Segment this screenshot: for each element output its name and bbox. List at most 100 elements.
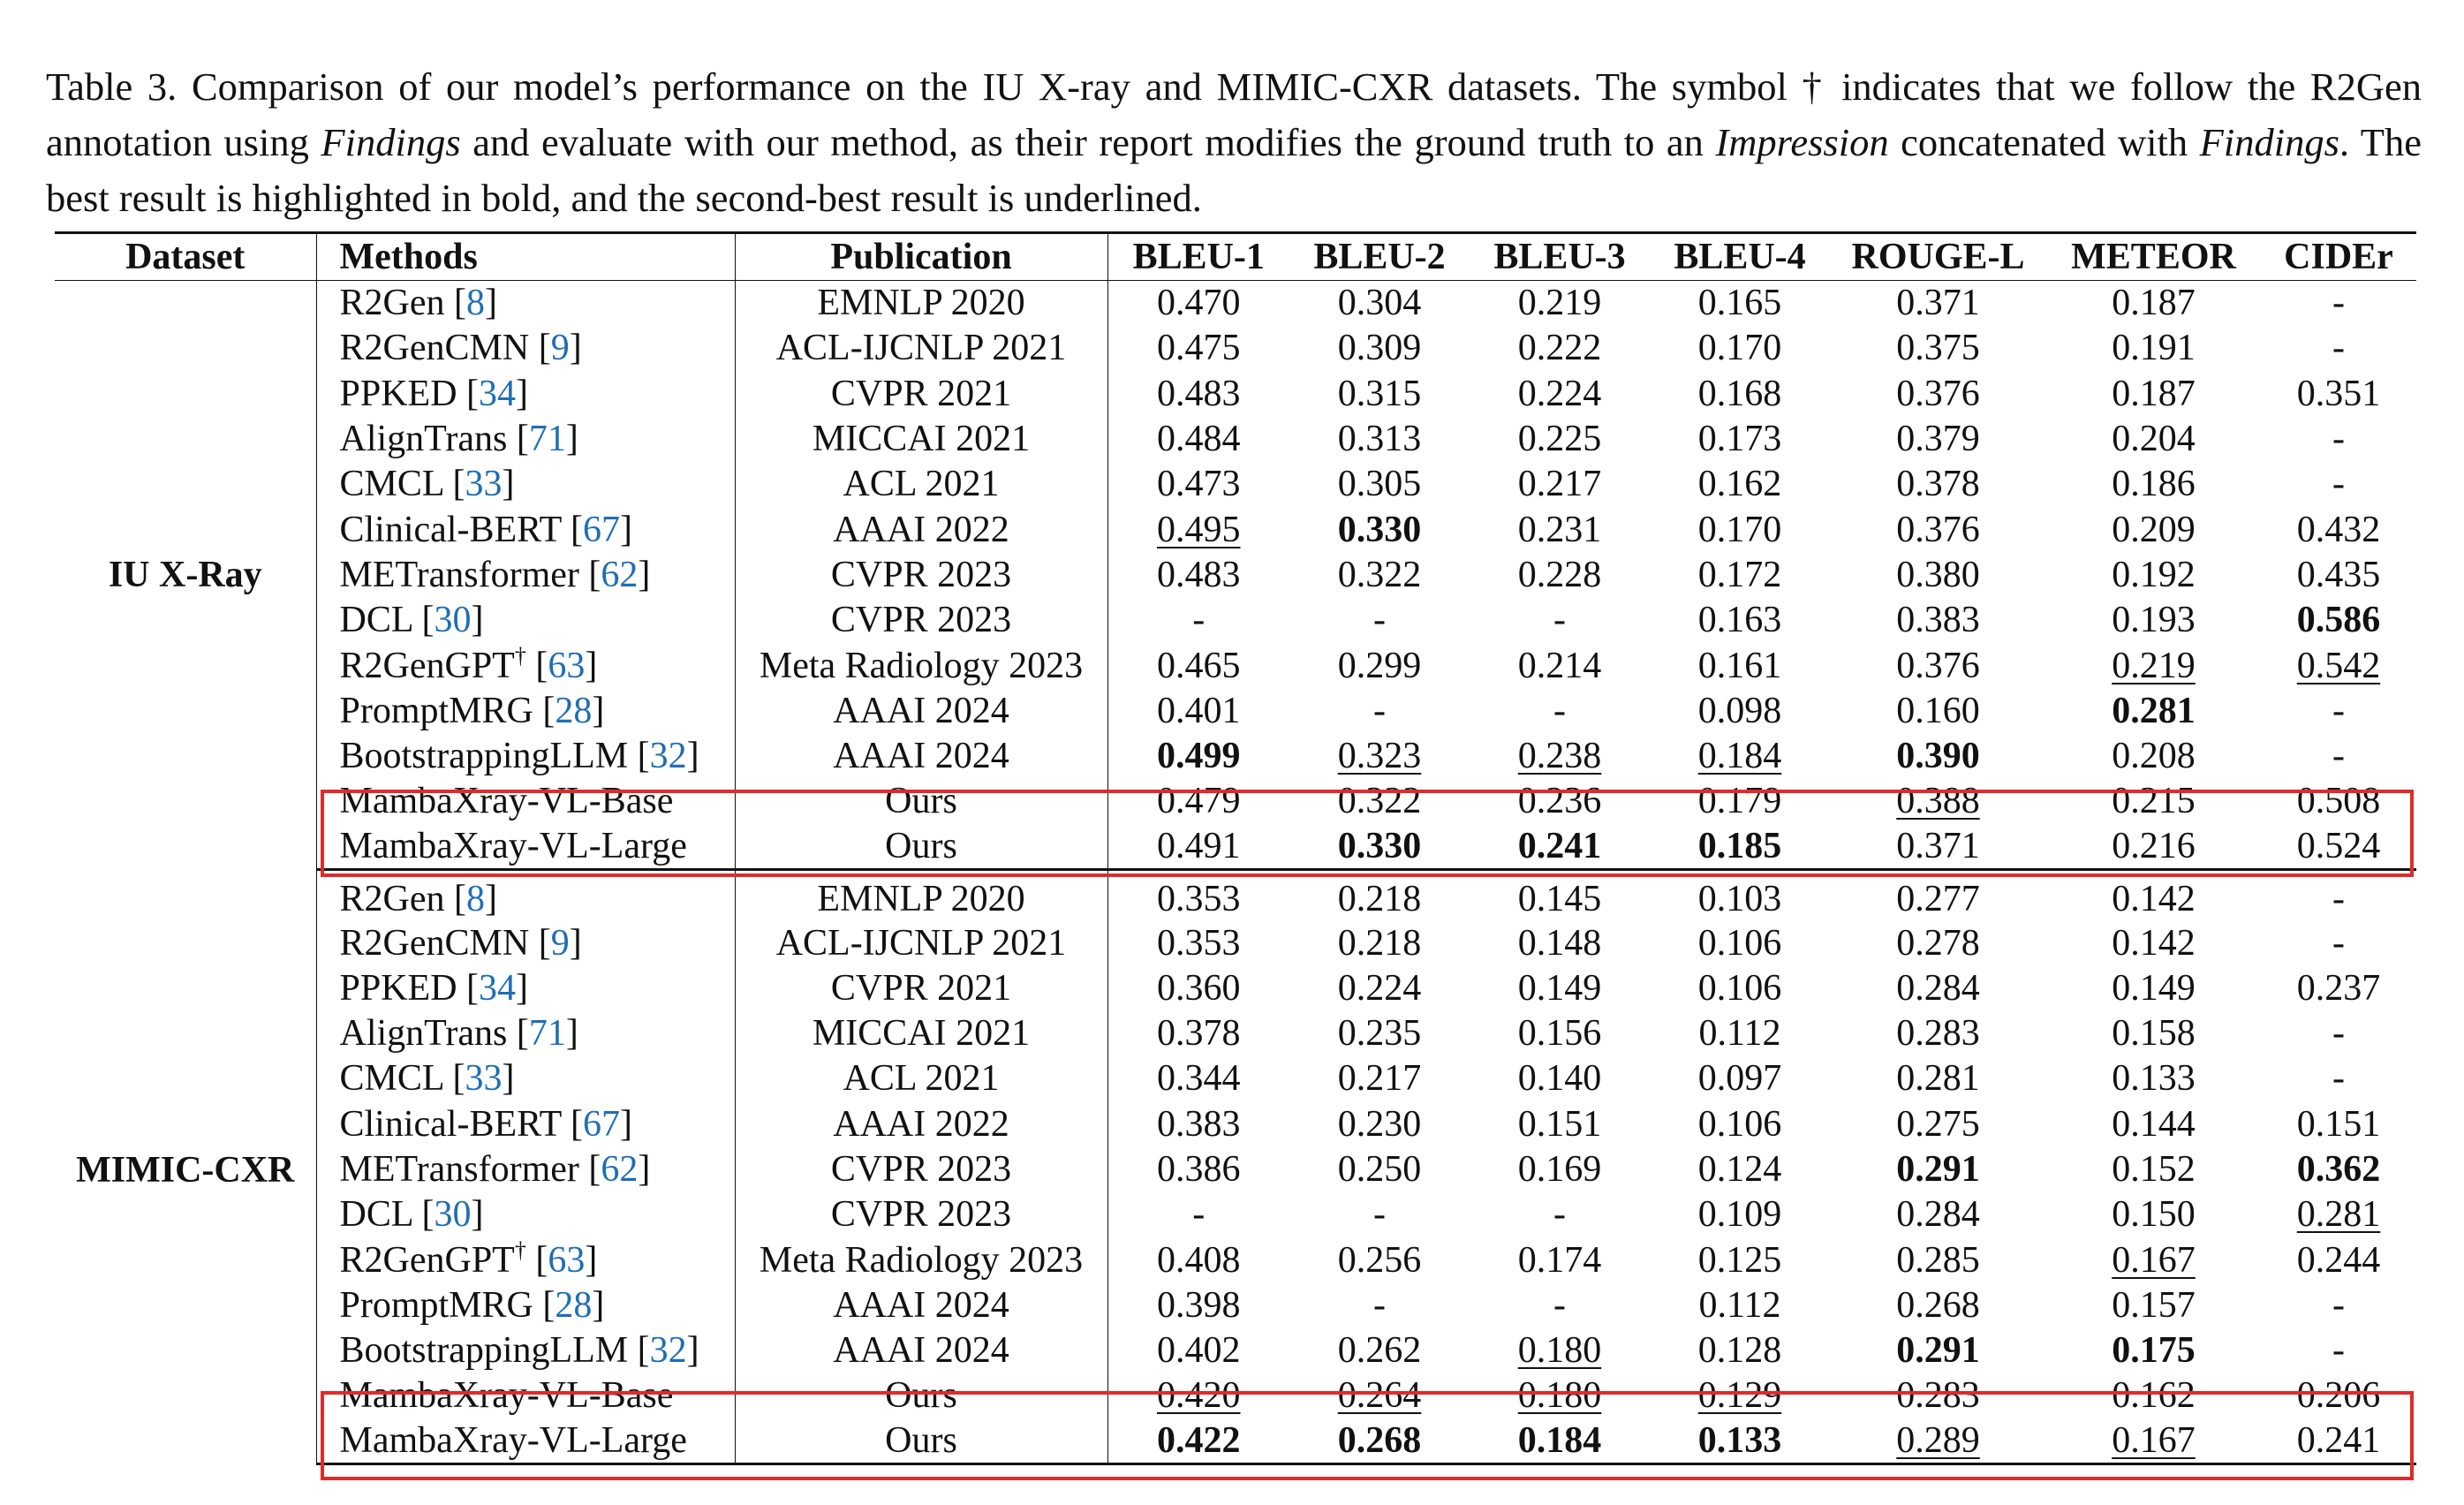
- publication-cell: CVPR 2023: [735, 1191, 1108, 1237]
- meteor-value: 0.187: [2112, 373, 2196, 414]
- caption-emphasis-impression: Impression: [1715, 119, 1889, 164]
- bleu-2-value: 0.309: [1337, 328, 1422, 369]
- method-cell: BootstrappingLLM [32]: [316, 1327, 736, 1373]
- bleu-1-cell: 0.422: [1107, 1418, 1289, 1465]
- meteor-cell: 0.215: [2046, 779, 2261, 824]
- caption-text-2: and evaluate with our method, as their r…: [460, 119, 1716, 164]
- publication-cell: ACL-IJCNLP 2021: [735, 919, 1108, 966]
- rouge-l-value: 0.388: [1896, 781, 1980, 822]
- method-cell: METransformer [62]: [316, 552, 736, 598]
- bleu-2-cell: 0.330: [1289, 824, 1470, 871]
- bleu-4-value: 0.170: [1697, 328, 1782, 369]
- iu-xray-section: IU X-Ray R2Gen [8] EMNLP 2020 0.470 0.304 0.2…: [55, 280, 2416, 871]
- method-name: BootstrappingLLM: [339, 1330, 629, 1372]
- bleu-4-cell: 0.170: [1650, 507, 1830, 552]
- bleu-4-cell: 0.133: [1650, 1418, 1830, 1465]
- rouge-l-cell: 0.275: [1830, 1101, 2046, 1146]
- bleu-1-value: 0.465: [1157, 645, 1241, 686]
- meteor-cell: 0.191: [2046, 326, 2261, 371]
- table-row: PromptMRG [28] AAAI 2024 0.401 - - 0.098 0.160…: [55, 688, 2416, 734]
- rouge-l-value: 0.275: [1896, 1103, 1980, 1145]
- cider-cell: 0.586: [2261, 598, 2416, 643]
- method-cell: PromptMRG [28]: [316, 688, 736, 734]
- publication-cell: Meta Radiology 2023: [735, 1237, 1108, 1283]
- cider-cell: 0.432: [2261, 507, 2416, 552]
- bleu-1-cell: 0.353: [1107, 869, 1289, 920]
- citation-link: 8: [466, 283, 485, 324]
- bleu-3-value: 0.228: [1517, 554, 1602, 595]
- bleu-3-value: -: [1553, 1194, 1566, 1236]
- bleu-2-value: 0.256: [1337, 1239, 1422, 1281]
- bleu-4-cell: 0.109: [1650, 1192, 1830, 1237]
- bleu-3-value: 0.225: [1517, 419, 1602, 460]
- meteor-cell: 0.167: [2046, 1237, 2261, 1282]
- publication-cell: Ours: [735, 1418, 1108, 1465]
- bleu-2-cell: 0.322: [1289, 779, 1470, 824]
- bleu-2-value: -: [1373, 600, 1386, 641]
- publication-cell: AAAI 2024: [735, 688, 1108, 734]
- table-row: PPKED [34] CVPR 2021 0.483 0.315 0.224 0.168 0…: [55, 371, 2416, 417]
- cider-cell: -: [2261, 462, 2416, 507]
- cider-cell: -: [2261, 416, 2416, 461]
- bleu-4-cell: 0.173: [1650, 416, 1830, 461]
- bleu-4-cell: 0.128: [1650, 1328, 1830, 1373]
- method-name: PPKED: [339, 967, 457, 1009]
- rouge-l-cell: 0.284: [1830, 965, 2046, 1010]
- method-name: R2Gen: [339, 878, 445, 919]
- bleu-1-value: 0.483: [1157, 554, 1241, 595]
- rouge-l-cell: 0.284: [1830, 1192, 2046, 1237]
- bleu-4-cell: 0.170: [1650, 326, 1830, 371]
- bleu-1-cell: -: [1107, 1192, 1289, 1237]
- rouge-l-value: 0.376: [1896, 645, 1980, 686]
- citation-link: 28: [555, 690, 593, 731]
- bleu-2-value: 0.230: [1337, 1103, 1422, 1145]
- publication-cell: Meta Radiology 2023: [735, 642, 1108, 689]
- bleu-2-cell: -: [1289, 1192, 1470, 1237]
- rouge-l-value: 0.375: [1896, 328, 1980, 369]
- bleu-1-value: 0.491: [1157, 825, 1241, 866]
- bleu-4-value: 0.106: [1697, 922, 1782, 964]
- rouge-l-value: 0.376: [1896, 373, 1980, 414]
- bleu-4-value: 0.125: [1697, 1239, 1782, 1281]
- bleu-2-value: 0.299: [1337, 645, 1422, 686]
- meteor-cell: 0.219: [2046, 643, 2261, 688]
- meteor-cell: 0.186: [2046, 462, 2261, 507]
- bleu-4-value: 0.106: [1697, 967, 1782, 1009]
- citation-link: 32: [649, 736, 687, 777]
- meteor-cell: 0.144: [2046, 1101, 2261, 1146]
- table-row: CMCL [33] ACL 2021 0.473 0.305 0.217 0.162 0.3…: [55, 461, 2416, 507]
- meteor-value: 0.216: [2112, 825, 2196, 866]
- method-cell: METransformer [62]: [316, 1146, 736, 1192]
- cider-cell: 0.206: [2261, 1373, 2416, 1418]
- rouge-l-cell: 0.283: [1830, 1373, 2046, 1418]
- citation-link: 9: [550, 922, 570, 964]
- rouge-l-cell: 0.289: [1830, 1418, 2046, 1465]
- method-cell: Clinical-BERT [67]: [316, 506, 736, 553]
- bleu-2-value: 0.322: [1337, 554, 1422, 595]
- bleu-1-cell: 0.344: [1107, 1056, 1289, 1101]
- rouge-l-value: 0.268: [1896, 1284, 1980, 1326]
- bleu-1-value: 0.495: [1157, 509, 1241, 550]
- cider-value: 0.508: [2296, 781, 2381, 822]
- meteor-value: 0.133: [2112, 1058, 2196, 1100]
- bleu-4-cell: 0.097: [1650, 1056, 1830, 1101]
- meteor-value: 0.152: [2112, 1148, 2196, 1190]
- meteor-value: 0.191: [2112, 328, 2196, 369]
- table-row: PPKED [34] CVPR 2021 0.360 0.224 0.149 0.106 0…: [55, 965, 2416, 1011]
- cider-cell: 0.542: [2261, 643, 2416, 688]
- rouge-l-cell: 0.278: [1830, 920, 2046, 965]
- rouge-l-cell: 0.390: [1830, 733, 2046, 778]
- cider-cell: 0.244: [2261, 1237, 2416, 1282]
- meteor-cell: 0.158: [2046, 1010, 2261, 1055]
- method-cell: CMCL [33]: [316, 461, 736, 507]
- bleu-3-cell: 0.222: [1470, 326, 1650, 371]
- bleu-2-cell: 0.256: [1289, 1237, 1470, 1282]
- citation-link: 30: [434, 600, 472, 641]
- bleu-1-value: 0.344: [1157, 1058, 1241, 1100]
- bleu-1-value: 0.378: [1157, 1013, 1241, 1055]
- meteor-cell: 0.193: [2046, 598, 2261, 643]
- bleu-1-value: 0.402: [1157, 1330, 1241, 1372]
- method-cell: R2Gen [8]: [316, 869, 736, 920]
- bleu-1-cell: 0.408: [1107, 1237, 1289, 1282]
- bleu-3-cell: 0.149: [1470, 965, 1650, 1010]
